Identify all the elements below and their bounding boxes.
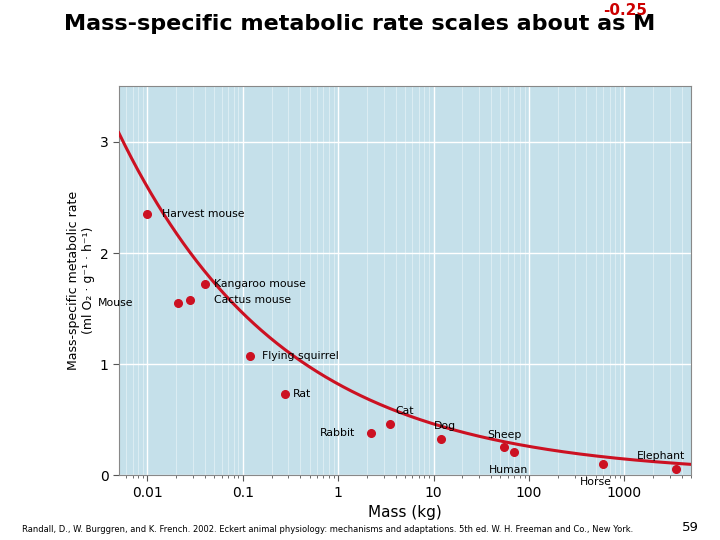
Text: Dog: Dog: [434, 421, 456, 431]
Text: 59: 59: [682, 521, 698, 534]
Text: Kangaroo mouse: Kangaroo mouse: [215, 279, 306, 289]
Text: Human: Human: [488, 465, 528, 475]
Text: Cat: Cat: [395, 406, 414, 416]
Text: Mouse: Mouse: [98, 298, 133, 308]
Text: Elephant: Elephant: [636, 451, 685, 461]
Text: -0.25: -0.25: [603, 3, 647, 18]
Text: Horse: Horse: [580, 477, 612, 488]
Text: Randall, D., W. Burggren, and K. French. 2002. Eckert animal physiology: mechani: Randall, D., W. Burggren, and K. French.…: [22, 524, 633, 534]
Text: Rat: Rat: [292, 389, 310, 399]
X-axis label: Mass (kg): Mass (kg): [368, 505, 442, 520]
Y-axis label: Mass-specific metabolic rate
(ml O₂ · g⁻¹ · h⁻¹): Mass-specific metabolic rate (ml O₂ · g⁻…: [68, 191, 95, 370]
Text: Sheep: Sheep: [487, 430, 521, 440]
Text: Harvest mouse: Harvest mouse: [162, 209, 244, 219]
Text: Mass-specific metabolic rate scales about as M: Mass-specific metabolic rate scales abou…: [64, 14, 656, 35]
Text: Flying squirrel: Flying squirrel: [262, 352, 338, 361]
Text: Cactus mouse: Cactus mouse: [215, 295, 292, 305]
Text: Rabbit: Rabbit: [320, 428, 356, 438]
